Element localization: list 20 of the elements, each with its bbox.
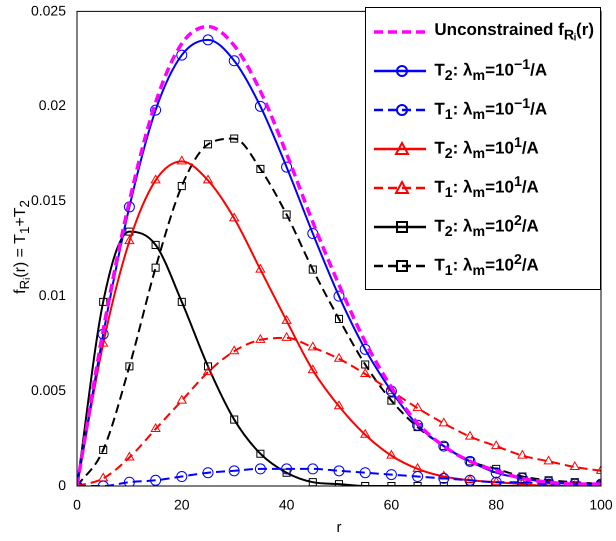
legend-label: Unconstrained f$_{Rᵢ}$(r) (434, 20, 594, 44)
y-tick-label: 0.015 (30, 192, 66, 208)
legend-label: T$_{2}$: λ$_{m}$=10$^{2}$/A (434, 212, 539, 240)
y-tick-label: 0 (58, 476, 66, 493)
legend-label: T$_{1}$: λ$_{m}$=10$^{1}$/A (434, 174, 539, 202)
y-tick-label: 0.025 (30, 2, 66, 18)
x-axis-title: r (336, 519, 342, 536)
y-tick-label: 0.02 (38, 97, 66, 114)
x-tick-label: 40 (278, 496, 295, 512)
y-tick-label: 0.005 (30, 382, 66, 398)
x-tick-label: 60 (384, 496, 400, 512)
y-tick-label: 0.01 (38, 287, 66, 304)
legend-label: T$_{1}$: λ$_{m}$=10$^{2}$/A (434, 252, 539, 280)
legend-label: T$_{1}$: λ$_{m}$=10$^{−1}$/A (434, 96, 548, 124)
legend-label: T$_{2}$: λ$_{m}$=10$^{−1}$/A (434, 56, 548, 84)
x-tick-label: 0 (73, 496, 82, 512)
legend-label: T$_{2}$: λ$_{m}$=10$^{1}$/A (434, 134, 539, 162)
x-tick-label: 20 (174, 496, 190, 512)
x-tick-label: 100 (589, 496, 613, 512)
x-tick-label: 80 (488, 496, 504, 512)
